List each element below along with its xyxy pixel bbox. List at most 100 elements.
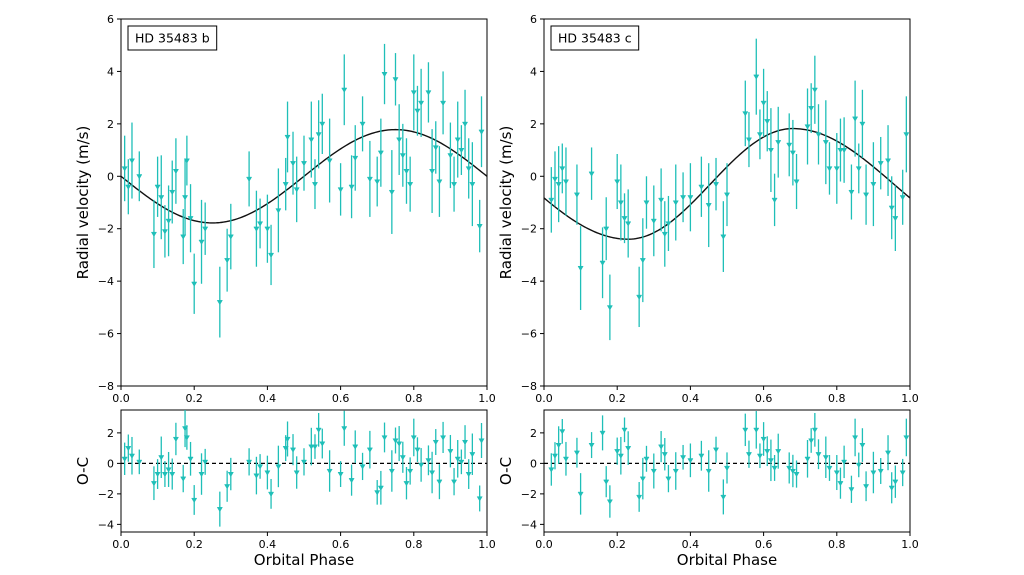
point-marker: [253, 226, 260, 232]
point-marker: [418, 462, 425, 468]
data-point: [808, 83, 815, 134]
data-point: [661, 438, 668, 471]
data-point: [414, 85, 421, 136]
data-point: [172, 138, 179, 204]
data-point: [388, 450, 395, 492]
point-marker: [720, 494, 727, 501]
point-marker: [182, 195, 189, 201]
point-marker: [319, 441, 326, 447]
x-tick-label: 0.0: [112, 538, 130, 551]
data-point: [476, 485, 483, 512]
data-point: [381, 422, 388, 453]
point-marker: [672, 200, 679, 206]
data-point: [284, 421, 291, 457]
point-marker: [300, 459, 308, 465]
point-marker: [425, 90, 432, 96]
data-point: [337, 163, 344, 216]
point-marker: [407, 182, 414, 188]
point-marker: [165, 467, 172, 473]
point-marker: [284, 134, 291, 141]
point-marker: [319, 121, 326, 127]
data-point: [407, 156, 414, 212]
data-point: [308, 427, 315, 466]
point-marker: [275, 208, 282, 214]
data-point: [436, 146, 443, 217]
point-marker: [661, 452, 668, 458]
data-point: [720, 479, 727, 515]
point-marker: [903, 435, 910, 441]
y-tick-label: 0: [107, 457, 114, 470]
data-point: [786, 452, 793, 484]
data-point: [418, 448, 425, 482]
data-point: [337, 461, 344, 488]
data-point: [705, 450, 712, 492]
y-tick-label: 4: [107, 65, 114, 78]
data-point: [462, 425, 469, 459]
point-marker: [793, 472, 800, 478]
data-point: [855, 143, 862, 194]
y-tick-label: −4: [521, 275, 537, 288]
data-point: [899, 169, 906, 225]
data-point: [841, 117, 848, 183]
point-marker: [414, 447, 421, 453]
plot-frame: [543, 409, 911, 533]
point-marker: [877, 161, 884, 167]
data-point: [789, 454, 796, 488]
data-point: [639, 218, 646, 303]
point-marker: [573, 192, 580, 198]
planet-label-box: [127, 25, 218, 51]
data-point: [180, 209, 187, 265]
x-tick-label: 0.4: [682, 392, 700, 405]
point-marker: [253, 473, 260, 479]
point-marker: [381, 435, 388, 441]
data-point: [253, 190, 260, 267]
data-point: [606, 274, 613, 341]
point-marker: [742, 427, 749, 433]
point-marker: [469, 452, 476, 458]
data-point: [742, 80, 749, 147]
point-marker: [577, 265, 584, 272]
data-point: [348, 155, 355, 219]
point-marker: [599, 430, 606, 436]
y-axis-label: O-C: [74, 457, 92, 485]
data-point: [804, 440, 811, 478]
data-point: [621, 193, 628, 244]
point-marker: [161, 472, 168, 478]
data-point: [315, 100, 322, 169]
x-axis-label: Orbital Phase: [254, 551, 354, 569]
point-marker: [161, 229, 168, 235]
data-point: [359, 96, 366, 152]
y-tick-label: 2: [107, 118, 114, 131]
data-point: [469, 433, 476, 475]
data-point: [793, 460, 800, 488]
data-point: [764, 91, 771, 152]
point-marker: [478, 438, 485, 444]
data-point: [756, 109, 763, 160]
y-tick-label: −2: [98, 488, 114, 501]
point-marker: [573, 450, 580, 456]
point-marker: [885, 450, 892, 456]
point-marker: [293, 470, 300, 476]
data-point: [826, 454, 833, 481]
x-tick-label: 0.2: [608, 538, 626, 551]
data-point: [198, 199, 205, 284]
x-tick-label: 0.6: [332, 538, 350, 551]
point-marker: [191, 497, 198, 504]
point-marker: [180, 476, 187, 482]
data-point: [128, 122, 136, 199]
data-point: [672, 452, 679, 490]
point-marker: [665, 221, 672, 227]
point-marker: [804, 124, 811, 130]
data-point: [165, 185, 172, 257]
point-marker: [202, 226, 209, 232]
x-tick-label: 1.0: [901, 392, 919, 405]
data-point: [885, 125, 892, 196]
data-point: [767, 108, 774, 193]
point-marker: [753, 427, 760, 433]
point-marker: [614, 449, 621, 455]
point-marker: [447, 449, 454, 455]
data-point: [650, 453, 657, 489]
y-tick-label: −2: [521, 223, 537, 236]
point-marker: [650, 218, 657, 224]
data-point: [804, 88, 811, 165]
